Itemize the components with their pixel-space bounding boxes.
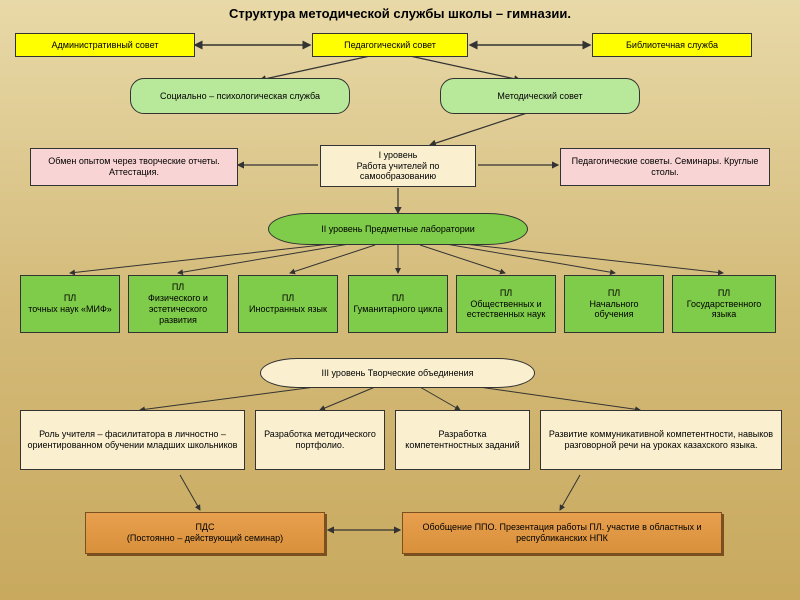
box-pds: ПДС (Постоянно – действующий семинар) bbox=[85, 512, 325, 554]
box-social: Социально – психологическая служба bbox=[130, 78, 350, 114]
pl-5: ПЛ Начального обучения bbox=[564, 275, 664, 333]
box-level1: I уровень Работа учителей по самообразов… bbox=[320, 145, 476, 187]
box-ppo: Обобщение ППО. Презентация работы ПЛ. уч… bbox=[402, 512, 722, 554]
pl-1: ПЛ Физического и эстетического развития bbox=[128, 275, 228, 333]
pl-2: ПЛ Иностранных язык bbox=[238, 275, 338, 333]
r5-0: Роль учителя – фасилитатора в личностно … bbox=[20, 410, 245, 470]
ellipse-level2: II уровень Предметные лаборатории bbox=[268, 213, 528, 245]
pl-0: ПЛ точных наук «МИФ» bbox=[20, 275, 120, 333]
box-lib: Библиотечная служба bbox=[592, 33, 752, 57]
pl-4: ПЛ Общественных и естественных наук bbox=[456, 275, 556, 333]
box-ped: Педагогический совет bbox=[312, 33, 468, 57]
box-admin: Административный совет bbox=[15, 33, 195, 57]
box-pedsov: Педагогические советы. Семинары. Круглые… bbox=[560, 148, 770, 186]
box-method: Методический совет bbox=[440, 78, 640, 114]
diagram-title: Структура методической службы школы – ги… bbox=[0, 0, 800, 25]
pl-3: ПЛ Гуманитарного цикла bbox=[348, 275, 448, 333]
r5-1: Разработка методического портфолио. bbox=[255, 410, 385, 470]
r5-3: Развитие коммуникативной компетентности,… bbox=[540, 410, 782, 470]
box-exchange: Обмен опытом через творческие отчеты. Ат… bbox=[30, 148, 238, 186]
r5-2: Разработка компетентностных заданий bbox=[395, 410, 530, 470]
pl-6: ПЛ Государственного языка bbox=[672, 275, 776, 333]
ellipse-level3: III уровень Творческие объединения bbox=[260, 358, 535, 388]
